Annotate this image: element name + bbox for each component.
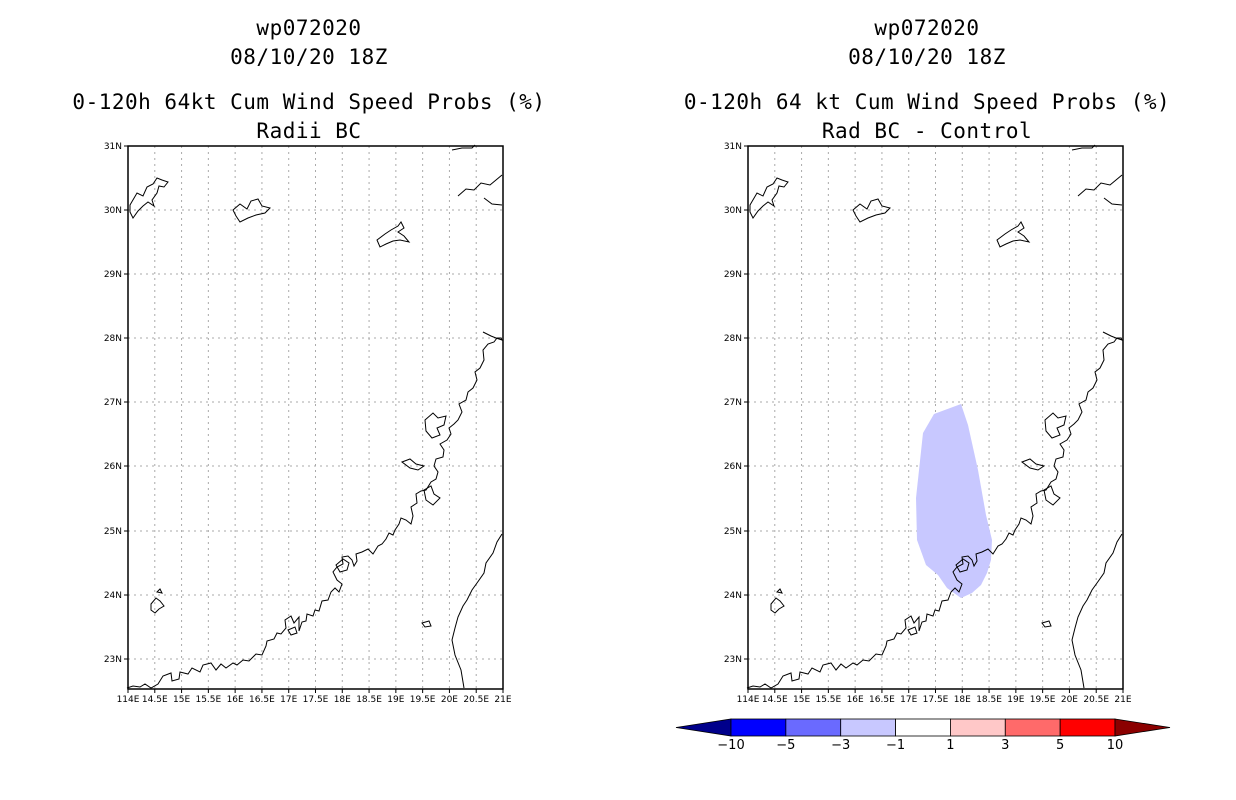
lon-tick-label: 17.5E — [303, 695, 329, 705]
lat-tick-label: 29N — [724, 270, 742, 280]
left-storm-id: wp072020 — [256, 16, 362, 40]
lon-tick-label: 18E — [334, 695, 351, 705]
colorbar-label: 1 — [946, 738, 954, 753]
lat-tick-label: 28N — [724, 334, 742, 344]
lat-tick-label: 26N — [724, 462, 742, 472]
lon-tick-label: 17E — [280, 695, 297, 705]
lon-tick-label: 21E — [1114, 695, 1131, 705]
right-product-name: 0-120h 64 kt Cum Wind Speed Probs (%) — [683, 90, 1171, 114]
lon-tick-label: 20E — [441, 695, 458, 705]
lon-tick-label: 18.5E — [976, 695, 1002, 705]
right-datetime: 08/10/20 18Z — [848, 45, 1006, 69]
lon-tick-label: 16.5E — [869, 695, 895, 705]
lon-tick-label: 20.5E — [1083, 695, 1109, 705]
lat-tick-label: 26N — [104, 462, 122, 472]
colorbar-label: 5 — [1056, 738, 1064, 753]
colorbar-label: −1 — [886, 738, 905, 753]
lat-tick-label: 25N — [104, 527, 122, 537]
left-datetime: 08/10/20 18Z — [230, 45, 388, 69]
lon-tick-label: 19.5E — [410, 695, 436, 705]
colorbar: −10 −5 −3 −1 1 3 5 10 — [675, 718, 1171, 753]
lon-tick-label: 19E — [1007, 695, 1024, 705]
colorbar-segment — [895, 718, 951, 737]
colorbar-label: −5 — [776, 738, 795, 753]
colorbar-label: −3 — [831, 738, 850, 753]
left-lat-axis: 31N 30N 29N 28N 27N 26N 25N 24N 23N — [104, 142, 128, 665]
lon-tick-label: 20.5E — [463, 695, 489, 705]
lat-tick-label: 25N — [724, 527, 742, 537]
lat-tick-label: 27N — [104, 398, 122, 408]
lon-tick-label: 14.5E — [762, 695, 788, 705]
lat-tick-label: 30N — [724, 206, 742, 216]
lat-tick-label: 27N — [724, 398, 742, 408]
lon-tick-label: 16E — [227, 695, 244, 705]
lat-tick-label: 28N — [104, 334, 122, 344]
lon-tick-label: 19E — [387, 695, 404, 705]
right-product-variant: Rad BC - Control — [821, 119, 1033, 143]
right-lon-axis: 114E 14.5E 15E 15.5E 16E 16.5E 17E 17.5E 18E 18.5… — [737, 689, 1132, 705]
colorbar-segment — [840, 718, 896, 737]
lon-tick-label: 17.5E — [923, 695, 949, 705]
left-panel-title: wp072020 08/10/20 18Z — [0, 14, 618, 72]
colorbar-high-arrow — [1114, 718, 1171, 737]
lat-tick-label: 29N — [104, 270, 122, 280]
lon-tick-label: 20E — [1061, 695, 1078, 705]
colorbar-segment — [950, 718, 1006, 737]
lat-tick-label: 31N — [724, 142, 742, 152]
left-panel-subtitle: 0-120h 64kt Cum Wind Speed Probs (%) Rad… — [0, 88, 618, 146]
lat-tick-label: 23N — [104, 655, 122, 665]
lon-tick-label: 18E — [954, 695, 971, 705]
lon-tick-label: 114E — [737, 695, 760, 705]
lon-tick-label: 15E — [173, 695, 190, 705]
colorbar-label: −10 — [717, 738, 744, 753]
left-product-name: 0-120h 64kt Cum Wind Speed Probs (%) — [72, 90, 546, 114]
left-lon-axis: 114E 14.5E 15E 15.5E 16E 16.5E 17E 17.5E 18E 18.5… — [117, 689, 512, 705]
colorbar-low-arrow — [675, 718, 732, 737]
probability-difference-shading — [916, 404, 992, 598]
lon-tick-label: 15.5E — [815, 695, 841, 705]
colorbar-segment — [1059, 718, 1116, 737]
lat-tick-label: 23N — [724, 655, 742, 665]
right-map: 31N 30N 29N 28N 27N 26N 25N 24N 23N 114E 14.5E 15E… — [724, 142, 1132, 705]
lat-tick-label: 30N — [104, 206, 122, 216]
lon-tick-label: 18.5E — [356, 695, 382, 705]
lon-tick-label: 19.5E — [1030, 695, 1056, 705]
colorbar-segment — [1004, 718, 1061, 737]
left-gridlines — [128, 146, 503, 689]
lon-tick-label: 14.5E — [142, 695, 168, 705]
lat-tick-label: 24N — [724, 591, 742, 601]
right-panel-title: wp072020 08/10/20 18Z — [618, 14, 1236, 72]
lon-tick-label: 16.5E — [249, 695, 275, 705]
colorbar-segment — [730, 718, 787, 737]
colorbar-label: 3 — [1001, 738, 1009, 753]
right-panel-subtitle: 0-120h 64 kt Cum Wind Speed Probs (%) Ra… — [618, 88, 1236, 146]
left-product-variant: Radii BC — [256, 119, 362, 143]
lon-tick-label: 16E — [847, 695, 864, 705]
lat-tick-label: 24N — [104, 591, 122, 601]
lon-tick-label: 15E — [793, 695, 810, 705]
lon-tick-label: 21E — [494, 695, 511, 705]
colorbar-segment — [785, 718, 842, 737]
lon-tick-label: 15.5E — [195, 695, 221, 705]
right-lat-axis: 31N 30N 29N 28N 27N 26N 25N 24N 23N — [724, 142, 748, 665]
colorbar-label: 10 — [1107, 738, 1124, 753]
right-storm-id: wp072020 — [874, 16, 980, 40]
lat-tick-label: 31N — [104, 142, 122, 152]
lon-tick-label: 114E — [117, 695, 140, 705]
left-map: 31N 30N 29N 28N 27N 26N 25N 24N 23N 114E 14.5E 15E… — [104, 142, 512, 705]
lon-tick-label: 17E — [900, 695, 917, 705]
